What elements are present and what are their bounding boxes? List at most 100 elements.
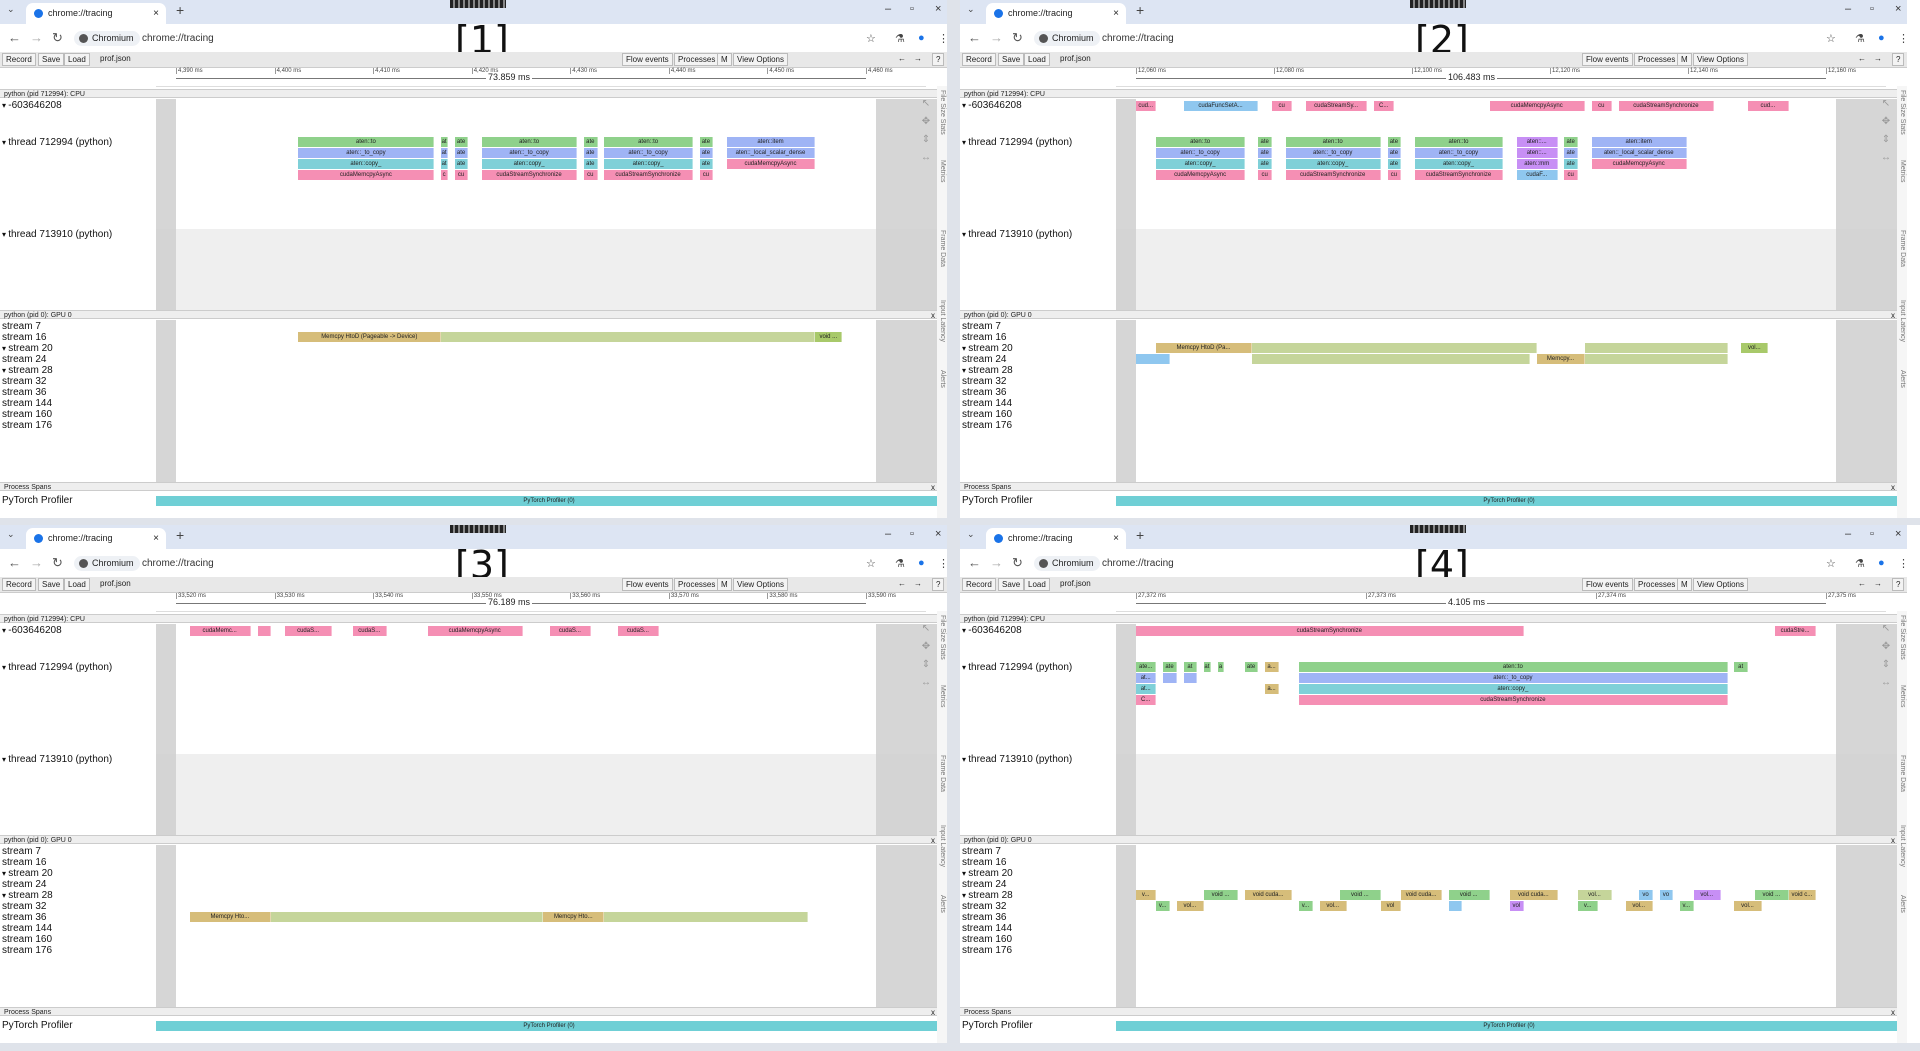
stream-row[interactable]: stream 144 [2,923,53,934]
close-window-icon[interactable]: × [1895,528,1902,540]
trace-slice[interactable]: ate [1564,137,1578,147]
side-tab[interactable]: Alerts [1899,370,1906,388]
forward-icon[interactable]: → [30,555,43,570]
metadata-button[interactable]: M [1677,578,1692,591]
trace-slice[interactable]: cu [1272,101,1293,111]
processes-button[interactable]: Processes [674,578,720,591]
trace-slice[interactable]: aten::_to_copy [1285,148,1381,158]
close-process-spans-icon[interactable]: x [1891,1008,1895,1017]
thread-row-712994[interactable]: thread 712994 (python) [962,662,1072,673]
maximize-icon[interactable]: ▫ [1870,528,1874,540]
trace-slice[interactable]: cu [454,170,469,180]
browser-tab[interactable]: chrome://tracing × [26,528,166,549]
bookmark-star-icon[interactable]: ☆ [866,33,876,45]
thread-row-main[interactable]: -603646208 [962,100,1021,111]
gpu-kernel-slice[interactable]: vol [1380,901,1402,911]
trace-slice[interactable]: cudaStreamSynchronize [1618,101,1714,111]
stream-row[interactable]: stream 16 [962,857,1007,868]
stream-row[interactable]: stream 160 [962,934,1013,945]
trace-slice[interactable]: ate [584,148,598,158]
gpu-process-header[interactable]: python (pid 0): GPU 0 x [0,835,947,845]
thread-row-713910[interactable]: thread 713910 (python) [2,229,112,240]
stream-row[interactable]: stream 28 [962,890,1012,901]
trace-slice[interactable]: cudaStre... [1775,626,1816,636]
side-tab[interactable]: File Size Stats [939,615,946,660]
stream-row[interactable]: stream 7 [2,846,41,857]
gpu-kernel-slice[interactable]: vol... [1741,343,1769,353]
select-tool-icon[interactable]: ↖ [1881,98,1891,109]
stream-row[interactable]: stream 144 [962,398,1013,409]
stream-row[interactable]: stream 20 [962,343,1012,354]
trace-slice[interactable]: aten::copy_ [482,159,578,169]
site-info-chip[interactable]: Chromium [1034,31,1100,46]
trace-slice[interactable]: aten::to [298,137,435,147]
trace-slice[interactable]: cu [1258,170,1272,180]
trace-slice[interactable]: cudaMemcpyAsync [1591,159,1687,169]
gpu-track-area[interactable]: Memcpy Hto... Memcpy Hto... [156,845,942,1007]
window-drag-handle[interactable] [450,525,506,533]
time-ruler[interactable]: 27,372 ms 27,373 ms 27,374 ms 27,375 ms 4.10… [1116,593,1886,612]
close-tab-icon[interactable]: × [1113,533,1119,544]
stream-row[interactable]: stream 20 [2,868,52,879]
trace-slice[interactable]: cu [1387,170,1402,180]
trace-slice[interactable] [257,626,272,636]
trace-slice[interactable]: cudaF... [1516,170,1558,180]
thread-row-main[interactable]: -603646208 [2,625,61,636]
gpu-track-area[interactable]: v... void ... void cuda... void ... void cud… [1116,845,1902,1007]
stream-row[interactable]: stream 16 [962,332,1007,343]
cpu-process-header[interactable]: python (pid 712994): CPU [960,89,1907,98]
gpu-kernel-slice[interactable] [271,912,544,922]
gpu-kernel-slice[interactable]: vol... [1734,901,1762,911]
trace-slice[interactable]: ate... [1136,662,1157,672]
nav-prev-icon[interactable]: ← [898,579,906,588]
side-tab[interactable]: Input Latency [939,300,946,343]
trace-slice[interactable]: a [1217,662,1225,672]
gpu-kernel-slice[interactable]: vol... [1176,901,1204,911]
trace-slice[interactable]: at [1183,662,1198,672]
gpu-kernel-slice[interactable] [1136,354,1170,364]
gpu-kernel-slice[interactable]: void cuda... [1401,890,1442,900]
browser-menu-icon[interactable]: ⋮ [938,33,947,45]
trace-slice[interactable]: cudaStreamSynchronize [1299,695,1728,705]
trace-slice[interactable]: ate [1564,148,1578,158]
save-button[interactable]: Save [38,578,65,591]
trace-slice[interactable]: cudaS... [284,626,333,636]
trace-slice[interactable]: aten::copy_ [604,159,693,169]
stream-row[interactable]: stream 24 [962,879,1007,890]
load-button[interactable]: Load [64,578,90,591]
trace-slice[interactable]: aten::... [1516,137,1558,147]
trace-slice[interactable]: aten::_to_copy [1299,673,1728,683]
tab-search-icon[interactable]: ⌄ [7,529,15,539]
record-button[interactable]: Record [2,53,36,66]
metadata-button[interactable]: M [717,53,732,66]
tab-search-icon[interactable]: ⌄ [7,4,15,14]
gpu-kernel-slice[interactable]: vol... [1693,890,1721,900]
nav-next-icon[interactable]: → [914,54,922,63]
gpu-track-area[interactable]: Memcpy HtoD (Pa... vol... Memcpy... [1116,320,1902,482]
flow-events-button[interactable]: Flow events [1582,578,1633,591]
maximize-icon[interactable]: ▫ [910,528,914,540]
stream-row[interactable]: stream 7 [962,846,1001,857]
trace-slice[interactable]: aten::to [1156,137,1245,147]
side-tab[interactable]: Frame Data [1899,755,1906,792]
trace-slice[interactable]: cudaStreamSynchronize [1285,170,1381,180]
window-drag-handle[interactable] [1410,525,1466,533]
minimize-icon[interactable]: – [885,3,892,15]
stream-row[interactable]: stream 176 [2,945,53,956]
trace-slice[interactable]: aten::item [1591,137,1687,147]
trace-slice[interactable]: ate [1258,148,1272,158]
stream-row[interactable]: stream 32 [962,376,1007,387]
record-button[interactable]: Record [962,578,996,591]
processes-button[interactable]: Processes [1634,578,1680,591]
window-drag-handle[interactable] [450,0,506,8]
record-button[interactable]: Record [962,53,996,66]
trace-slice[interactable]: cudaMemcpyAsync [298,170,435,180]
profile-avatar-icon[interactable]: ● [918,557,925,569]
gpu-kernel-slice[interactable]: void ... [815,332,843,342]
trace-slice[interactable]: C... [1374,101,1395,111]
side-tab[interactable]: Input Latency [939,825,946,868]
trace-slice[interactable] [1183,673,1198,683]
trace-slice[interactable]: aten::to [1414,137,1504,147]
trace-slice[interactable]: cud... [1748,101,1789,111]
trace-slice[interactable]: cu [1564,170,1578,180]
